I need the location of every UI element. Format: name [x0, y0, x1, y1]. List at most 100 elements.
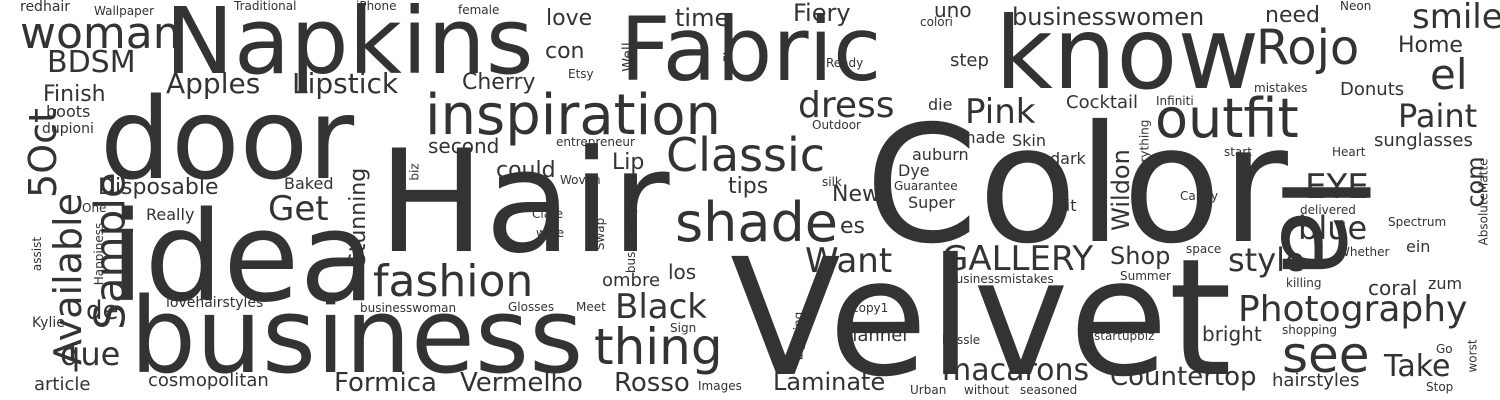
cloud-word: Want — [805, 241, 893, 281]
cloud-word: know — [995, 0, 1260, 112]
cloud-word: without — [964, 383, 1010, 397]
cloud-word: ein — [1406, 237, 1431, 256]
cloud-word: Go — [1436, 342, 1453, 356]
cloud-word: Fiery — [793, 0, 851, 27]
cloud-word: love — [546, 6, 593, 31]
cloud-word: Classic — [666, 128, 826, 182]
cloud-word: wide — [536, 226, 565, 240]
cloud-word: fashion — [373, 256, 534, 307]
cloud-word: uno — [934, 0, 972, 22]
cloud-word: article — [34, 374, 91, 395]
cloud-word: time — [675, 4, 730, 32]
cloud-word: boots — [46, 102, 91, 121]
cloud-word: dupioni — [42, 121, 94, 137]
cloud-word: redhair — [20, 0, 71, 15]
cloud-word: BDSM — [47, 45, 136, 80]
cloud-word: Summer — [1120, 269, 1171, 283]
cloud-word: seasoned — [1020, 383, 1078, 397]
cloud-word: que — [60, 335, 121, 373]
cloud-word: need — [1265, 3, 1320, 28]
cloud-word: cosmopolitan — [148, 370, 269, 391]
cloud-word: businessmistakes — [948, 272, 1054, 286]
cloud-word: made — [960, 128, 1006, 147]
cloud-word: Lip — [612, 150, 645, 175]
cloud-word: Glosses — [508, 300, 555, 314]
cloud-word: Urban — [910, 383, 947, 397]
cloud-word: outfit — [1155, 87, 1299, 150]
cloud-word: Laminate — [773, 368, 886, 396]
cloud-word: Countertop — [1110, 362, 1257, 392]
cloud-word: Spectrum — [1388, 215, 1447, 229]
cloud-word: die — [928, 95, 953, 114]
cloud-word: Sign — [670, 321, 697, 335]
cloud-word: Wildon — [1106, 149, 1135, 231]
cloud-word: mistakes — [1254, 81, 1308, 95]
cloud-word: Etsy — [568, 67, 594, 81]
cloud-word: step — [950, 50, 989, 71]
cloud-word: GALLERY — [942, 239, 1094, 279]
cloud-word: start — [1224, 145, 1252, 159]
cloud-word: Super — [908, 193, 955, 212]
cloud-word: thing — [594, 318, 723, 376]
cloud-word: idea — [110, 186, 376, 330]
cloud-word: colori — [920, 15, 953, 29]
cloud-word: zum — [1428, 274, 1463, 293]
cloud-word: EYE — [1305, 167, 1369, 207]
cloud-word: Woven — [560, 173, 601, 187]
cloud-word: Black — [615, 287, 707, 327]
cloud-word: Formica — [334, 368, 437, 398]
cloud-word: smile — [1412, 0, 1500, 37]
cloud-word: Stunning — [346, 167, 372, 267]
cloud-word: Dye — [898, 161, 930, 180]
cloud-word: Really — [146, 205, 195, 224]
cloud-word: New — [832, 182, 880, 207]
cloud-word: Flannel — [842, 325, 908, 346]
cloud-word: Paint — [1398, 97, 1478, 135]
cloud-word: Candy — [1180, 189, 1219, 203]
cloud-word: Get — [268, 189, 329, 229]
cloud-word: Apples — [166, 67, 261, 100]
cloud-word: Kylie — [32, 315, 65, 331]
cloud-word: dark — [1050, 149, 1086, 168]
cloud-word: dress — [798, 85, 895, 126]
cloud-word: Fabric — [620, 0, 882, 101]
cloud-word: Stop — [1426, 380, 1454, 394]
cloud-word: entrepreneur — [556, 135, 635, 149]
cloud-word: Skin — [1012, 131, 1047, 150]
cloud-word: Whether — [1338, 245, 1390, 259]
cloud-word: silk — [822, 175, 842, 189]
cloud-word: coral — [1368, 276, 1418, 300]
cloud-word: bright — [1202, 322, 1262, 346]
cloud-word: shade — [675, 191, 838, 254]
cloud-word: el — [1430, 50, 1468, 99]
cloud-word: lovehairstyles — [166, 295, 264, 311]
cloud-word: Neon — [1340, 0, 1372, 13]
cloud-word: could — [496, 158, 556, 183]
cloud-word: Rosso — [614, 368, 690, 398]
cloud-word: Color — [865, 92, 1288, 280]
cloud-word: door — [100, 75, 355, 205]
cloud-word: business — [130, 275, 584, 397]
cloud-word: biz — [407, 163, 422, 181]
cloud-word: Napkins — [165, 0, 534, 95]
cloud-word: Home — [1398, 33, 1463, 58]
cloud-word: hassle — [942, 333, 981, 347]
cloud-word: Cocktail — [1066, 92, 1138, 113]
cloud-word: Meet — [576, 300, 606, 314]
cloud-word: Photography — [1238, 289, 1468, 330]
cloud-word: auburn — [912, 145, 969, 164]
cloud-word: Guarantee — [894, 179, 958, 193]
cloud-word: Images — [698, 379, 742, 393]
cloud-word: shopping — [1282, 323, 1337, 337]
cloud-word: Donuts — [1340, 79, 1405, 100]
cloud-word: iPhone — [356, 0, 397, 13]
cloud-word: Velvet — [730, 225, 1232, 400]
cloud-word: Baked — [284, 174, 334, 193]
cloud-word: Lighting — [791, 311, 806, 361]
cloud-word: Hair — [378, 120, 670, 285]
cloud-word: see — [1282, 326, 1370, 384]
cloud-word: macarons — [942, 353, 1090, 388]
cloud-word: los — [668, 260, 697, 284]
cloud-word: Swap — [593, 217, 608, 251]
